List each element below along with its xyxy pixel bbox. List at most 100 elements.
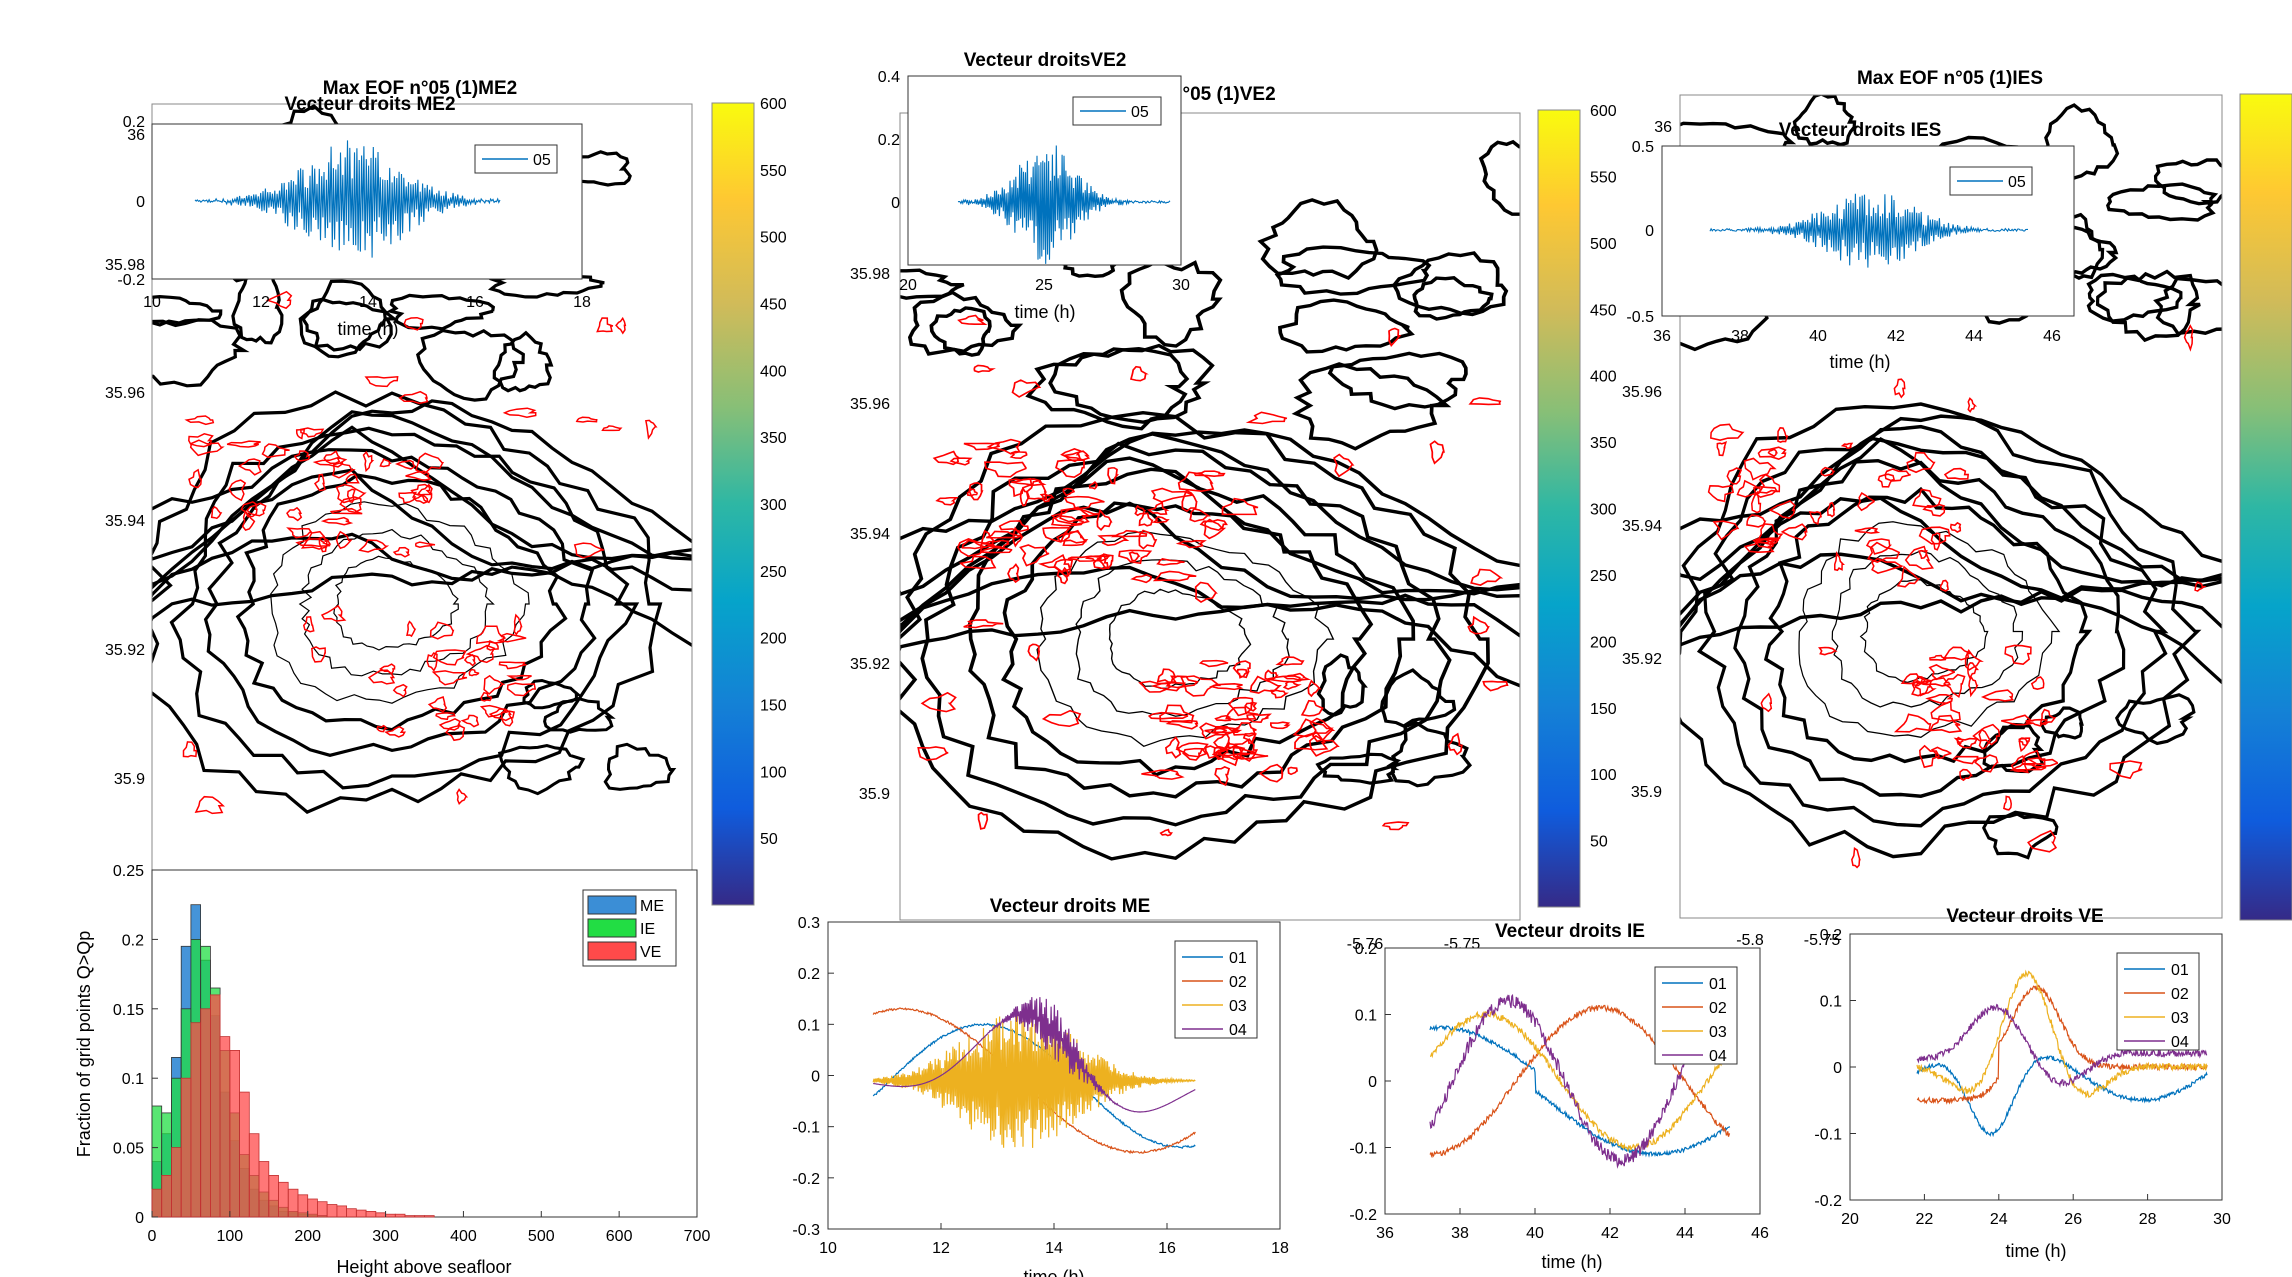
hist-xtick-label: 0 [148,1228,157,1245]
qqp-contour [1088,480,1098,490]
inset-ve-ytick-0: 0 [891,195,900,212]
qqp-contour [188,433,214,448]
hist-bar-ve [248,1133,260,1218]
qqp-contour [1447,732,1463,756]
eof-me-panel: Vecteur droits ME 10 12 14 16 18 -0.3 -0.2 -0.1… [792,896,1289,1277]
qqp-contour [295,428,306,440]
bathy-contour [2114,693,2196,746]
qqp-contour [963,619,1004,629]
bathy-contour [203,448,597,757]
qqp-contour [1877,473,1896,488]
qqp-contour [1159,828,1173,837]
xtick-label: 28 [2139,1211,2157,1228]
qqp-contour [1199,519,1228,532]
qqp-contour [1165,675,1200,689]
colorbar-tick-label: 500 [1590,236,1617,253]
qqp-contour [1138,680,1173,693]
eof-ie-ticks: 36 38 40 42 44 46 -0.2 -0.1 0 0.1 0.2 [1349,941,1769,1242]
qqp-contour [601,425,623,432]
hist-xtick-label: 300 [372,1228,399,1245]
legend-label-04: 04 [1709,1048,1727,1065]
inset-me: Vecteur droits ME2 05 0 0.2 -0.2 36 35.9… [105,94,591,339]
bathy-contour [152,565,692,648]
map-ie-xtick-1: -5.8 [1736,932,1764,949]
qqp-contour [496,632,527,643]
qqp-contour [335,530,353,550]
hist-bar-ve [336,1205,347,1218]
qqp-contour [1930,700,1961,722]
hist-bar-ve [375,1212,386,1218]
qqp-contour [1712,520,1740,541]
hist-ytick-label: 0.25 [113,863,144,880]
qqp-contour [1039,493,1055,503]
qqp-contour [1221,497,1259,516]
bathy-contour [169,426,640,790]
bathy-contour [900,410,1490,861]
inset-ie-xtick-46: 46 [2043,328,2061,345]
hist-bar-ve [404,1215,416,1218]
qqp-contour [1826,501,1836,518]
qqp-contour [1138,529,1158,550]
eof-series-04 [1916,1003,2208,1089]
qqp-contour [431,670,468,686]
qqp-contour [1972,723,2001,746]
inset-me-xtick-18: 18 [573,294,591,311]
hist-xtick-label: 700 [684,1228,711,1245]
qqp-contour [1768,499,1796,519]
colorbar-tick-label: 400 [1590,369,1617,386]
bathy-contour [2095,269,2201,343]
colorbar-tick-label: 300 [1590,502,1617,519]
bathy-contour [2153,276,2222,336]
inset-me-ytick-bottom: -0.2 [117,272,145,289]
qqp-contour [1180,675,1222,697]
qqp-contour [1309,717,1336,743]
qqp-contour [958,555,997,570]
ytick-label: 0.2 [798,966,820,983]
qqp-contour [329,507,363,515]
qqp-contour [1198,659,1229,668]
bathy-contour [152,294,223,327]
qqp-contour [1244,701,1258,712]
qqp-contour [432,649,467,666]
qqp-contour [323,450,343,465]
qqp-contour [2025,718,2048,727]
qqp-contour [2003,795,2012,811]
colorbar-me-ticks: 50 100 150 200 250 300 350 400 450 500 550 600 [760,96,787,848]
bathy-contour [1763,486,2093,764]
qqp-contour [1214,766,1231,787]
qqp-contour [1866,541,1901,564]
qqp-contour [1027,643,1041,662]
eof-ie-panel: Vecteur droits IE 36 38 40 42 44 46 -0.2 -0.1 0 0… [1349,921,1769,1272]
xtick-label: 20 [1841,1211,1859,1228]
bathy-contour [152,532,692,599]
bathy-contour [2106,182,2219,222]
bathy-contour [152,468,692,590]
hist-bar-ve [316,1201,328,1218]
qqp-contour [1743,457,1777,481]
inset-me-ytick-0: 0 [136,194,145,211]
xtick-label: 40 [1526,1225,1544,1242]
xtick-label: 24 [1990,1211,2008,1228]
inset-trace-05 [957,145,1171,264]
hist-bar-ve [161,1175,172,1218]
qqp-contour [1055,459,1085,478]
qqp-contour [194,795,226,815]
qqp-contour [398,390,429,405]
bathy-contour [235,473,568,732]
qqp-contour [295,538,331,547]
map-me-ytick-3598: 35.98 [105,257,145,274]
hist-bar-ve [355,1209,367,1218]
qqp-contour [1716,441,1728,457]
qqp-contour [1009,450,1028,460]
hist-xticks: 0 100 200 300 400 500 600 700 [148,1211,711,1245]
colorbar-ie [2239,93,2292,921]
ytick-label: -0.2 [1814,1193,1842,1210]
eof-ve-xlabel: time (h) [2005,1241,2066,1261]
qqp-contour [1050,506,1092,525]
colorbar-tick-label: 50 [760,831,778,848]
qqp-contour [184,415,215,426]
qqp-contour [1942,646,1972,661]
qqp-contour [963,442,1001,451]
bathy-contour [1119,259,1223,348]
map-ve-xtick-1: -5.76 [1347,936,1384,953]
